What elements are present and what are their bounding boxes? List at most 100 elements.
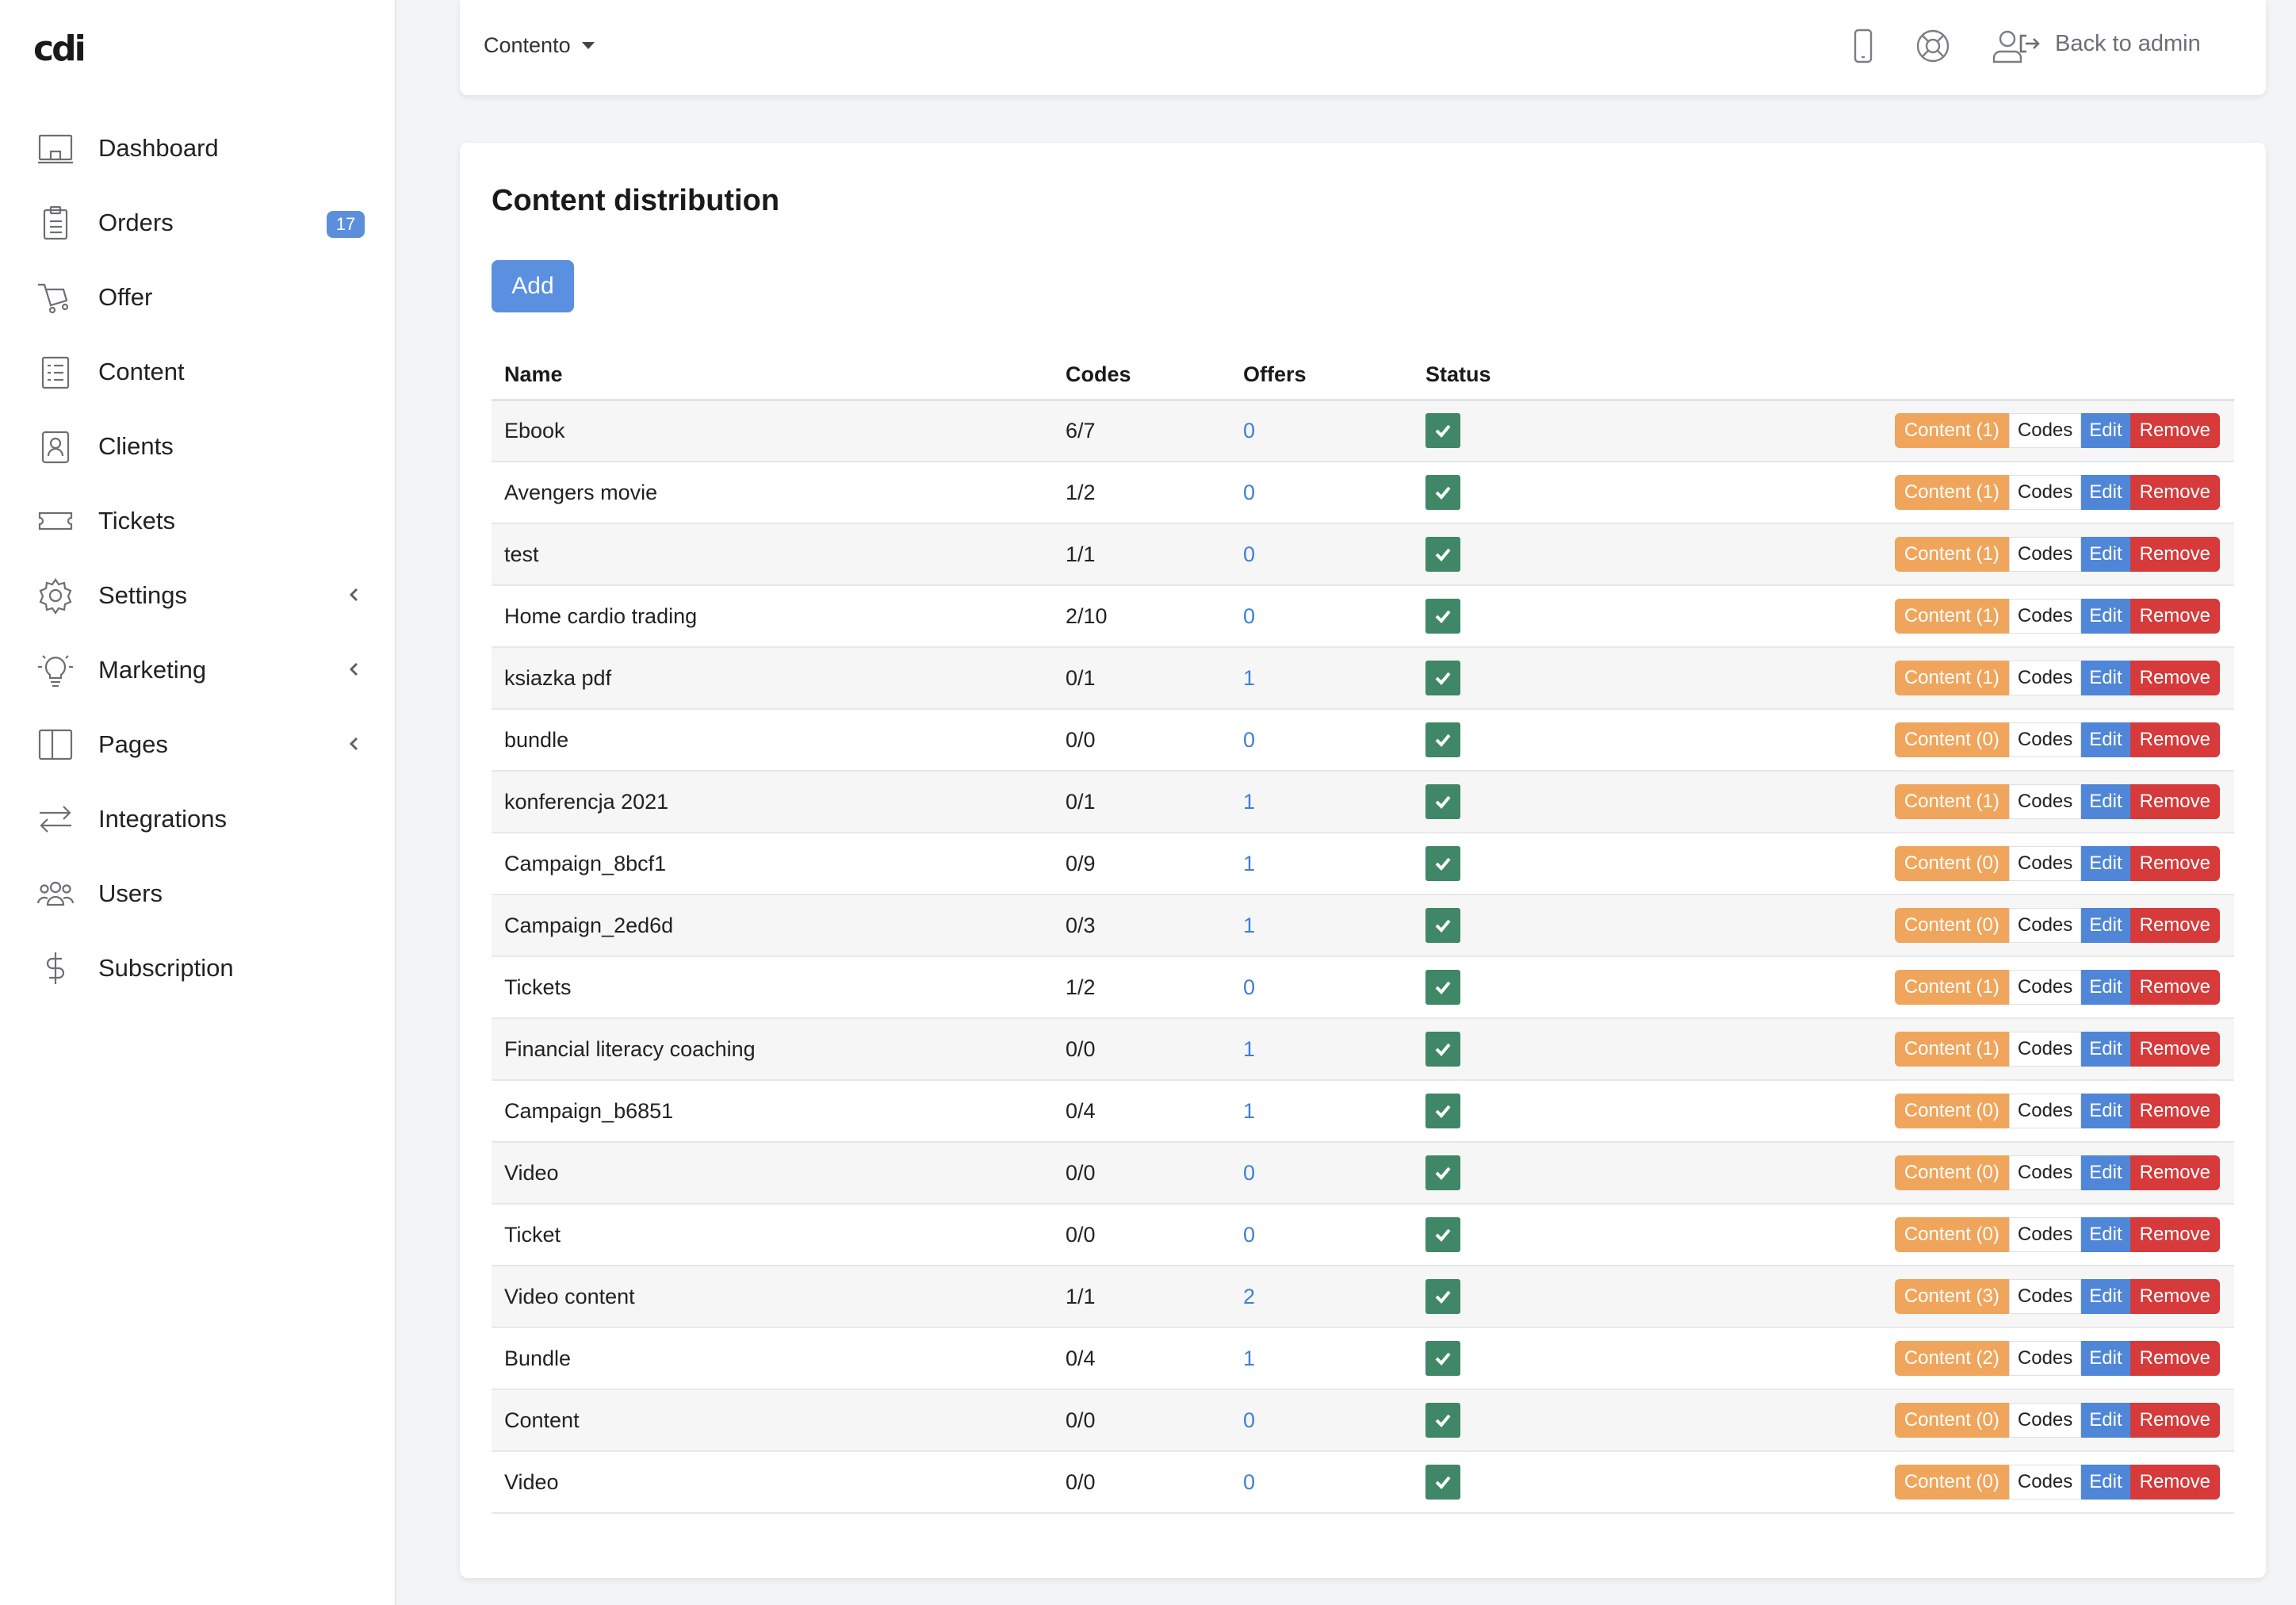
remove-button[interactable]: Remove (2130, 970, 2220, 1005)
edit-button[interactable]: Edit (2081, 1279, 2130, 1314)
row-offers-link[interactable]: 0 (1243, 542, 1256, 566)
sidebar-item-integrations[interactable]: Integrations (0, 782, 396, 856)
codes-button[interactable]: Codes (2008, 1155, 2082, 1190)
status-checkbox[interactable] (1425, 722, 1460, 757)
row-offers-link[interactable]: 0 (1243, 1469, 1256, 1494)
sidebar-item-offer[interactable]: Offer (0, 260, 396, 335)
status-checkbox[interactable] (1425, 846, 1460, 881)
edit-button[interactable]: Edit (2081, 475, 2130, 510)
status-checkbox[interactable] (1425, 1094, 1460, 1128)
remove-button[interactable]: Remove (2130, 1155, 2220, 1190)
remove-button[interactable]: Remove (2130, 1094, 2220, 1128)
status-checkbox[interactable] (1425, 908, 1460, 943)
codes-button[interactable]: Codes (2008, 413, 2082, 449)
status-checkbox[interactable] (1425, 1465, 1460, 1500)
remove-button[interactable]: Remove (2130, 722, 2220, 757)
edit-button[interactable]: Edit (2081, 1403, 2130, 1438)
row-offers-link[interactable]: 0 (1243, 975, 1256, 999)
add-button[interactable]: Add (492, 260, 574, 312)
content-button[interactable]: Content (0) (1894, 908, 2009, 943)
sidebar-item-users[interactable]: Users (0, 856, 396, 931)
codes-button[interactable]: Codes (2008, 537, 2082, 572)
row-offers-link[interactable]: 1 (1243, 851, 1256, 875)
codes-button[interactable]: Codes (2008, 908, 2082, 943)
codes-button[interactable]: Codes (2008, 599, 2082, 634)
remove-button[interactable]: Remove (2130, 908, 2220, 943)
codes-button[interactable]: Codes (2008, 1032, 2082, 1067)
content-button[interactable]: Content (1) (1894, 537, 2009, 572)
row-offers-link[interactable]: 0 (1243, 1222, 1256, 1247)
sidebar-item-tickets[interactable]: Tickets (0, 484, 396, 558)
status-checkbox[interactable] (1425, 599, 1460, 634)
sidebar-item-subscription[interactable]: Subscription (0, 931, 396, 1006)
content-button[interactable]: Content (2) (1894, 1341, 2009, 1376)
remove-button[interactable]: Remove (2130, 413, 2220, 449)
edit-button[interactable]: Edit (2081, 537, 2130, 572)
content-button[interactable]: Content (0) (1894, 1403, 2009, 1438)
edit-button[interactable]: Edit (2081, 1094, 2130, 1128)
content-button[interactable]: Content (3) (1894, 1279, 2009, 1314)
codes-button[interactable]: Codes (2008, 661, 2082, 695)
content-button[interactable]: Content (1) (1894, 475, 2009, 510)
codes-button[interactable]: Codes (2008, 1279, 2082, 1314)
status-checkbox[interactable] (1425, 1279, 1460, 1314)
status-checkbox[interactable] (1425, 970, 1460, 1005)
status-checkbox[interactable] (1425, 413, 1460, 449)
row-offers-link[interactable]: 1 (1243, 665, 1256, 690)
content-button[interactable]: Content (1) (1894, 661, 2009, 695)
edit-button[interactable]: Edit (2081, 784, 2130, 819)
user-icon[interactable] (1985, 24, 2030, 68)
content-button[interactable]: Content (1) (1894, 784, 2009, 819)
codes-button[interactable]: Codes (2008, 722, 2082, 757)
lifebuoy-icon[interactable] (1911, 24, 1955, 68)
row-offers-link[interactable]: 1 (1243, 1036, 1256, 1061)
codes-button[interactable]: Codes (2008, 475, 2082, 510)
edit-button[interactable]: Edit (2081, 908, 2130, 943)
sidebar-item-clients[interactable]: Clients (0, 409, 396, 484)
edit-button[interactable]: Edit (2081, 1155, 2130, 1190)
codes-button[interactable]: Codes (2008, 1094, 2082, 1128)
codes-button[interactable]: Codes (2008, 846, 2082, 881)
sidebar-item-marketing[interactable]: Marketing (0, 633, 396, 707)
edit-button[interactable]: Edit (2081, 722, 2130, 757)
status-checkbox[interactable] (1425, 661, 1460, 695)
remove-button[interactable]: Remove (2130, 1217, 2220, 1252)
chevron-left-icon[interactable] (344, 585, 363, 604)
edit-button[interactable]: Edit (2081, 1032, 2130, 1067)
content-button[interactable]: Content (0) (1894, 1217, 2009, 1252)
remove-button[interactable]: Remove (2130, 661, 2220, 695)
edit-button[interactable]: Edit (2081, 1341, 2130, 1376)
row-offers-link[interactable]: 1 (1243, 1346, 1256, 1370)
status-checkbox[interactable] (1425, 1341, 1460, 1376)
status-checkbox[interactable] (1425, 475, 1460, 510)
codes-button[interactable]: Codes (2008, 1465, 2082, 1500)
sidebar-item-dashboard[interactable]: Dashboard (0, 111, 396, 186)
remove-button[interactable]: Remove (2130, 1341, 2220, 1376)
edit-button[interactable]: Edit (2081, 846, 2130, 881)
remove-button[interactable]: Remove (2130, 846, 2220, 881)
content-button[interactable]: Content (0) (1894, 1155, 2009, 1190)
row-offers-link[interactable]: 1 (1243, 1098, 1256, 1123)
edit-button[interactable]: Edit (2081, 970, 2130, 1005)
codes-button[interactable]: Codes (2008, 1341, 2082, 1376)
remove-button[interactable]: Remove (2130, 1279, 2220, 1314)
edit-button[interactable]: Edit (2081, 413, 2130, 449)
row-offers-link[interactable]: 0 (1243, 603, 1256, 628)
store-selector[interactable]: Contento (484, 33, 595, 58)
remove-button[interactable]: Remove (2130, 1032, 2220, 1067)
edit-button[interactable]: Edit (2081, 599, 2130, 634)
remove-button[interactable]: Remove (2130, 784, 2220, 819)
sidebar-item-content[interactable]: Content (0, 335, 396, 409)
status-checkbox[interactable] (1425, 1217, 1460, 1252)
row-offers-link[interactable]: 0 (1243, 480, 1256, 504)
row-offers-link[interactable]: 2 (1243, 1284, 1256, 1308)
status-checkbox[interactable] (1425, 1155, 1460, 1190)
content-button[interactable]: Content (0) (1894, 1465, 2009, 1500)
sidebar-item-settings[interactable]: Settings (0, 558, 396, 633)
status-checkbox[interactable] (1425, 1403, 1460, 1438)
codes-button[interactable]: Codes (2008, 784, 2082, 819)
content-button[interactable]: Content (0) (1894, 846, 2009, 881)
remove-button[interactable]: Remove (2130, 537, 2220, 572)
content-button[interactable]: Content (0) (1894, 1094, 2009, 1128)
chevron-left-icon[interactable] (344, 734, 363, 753)
